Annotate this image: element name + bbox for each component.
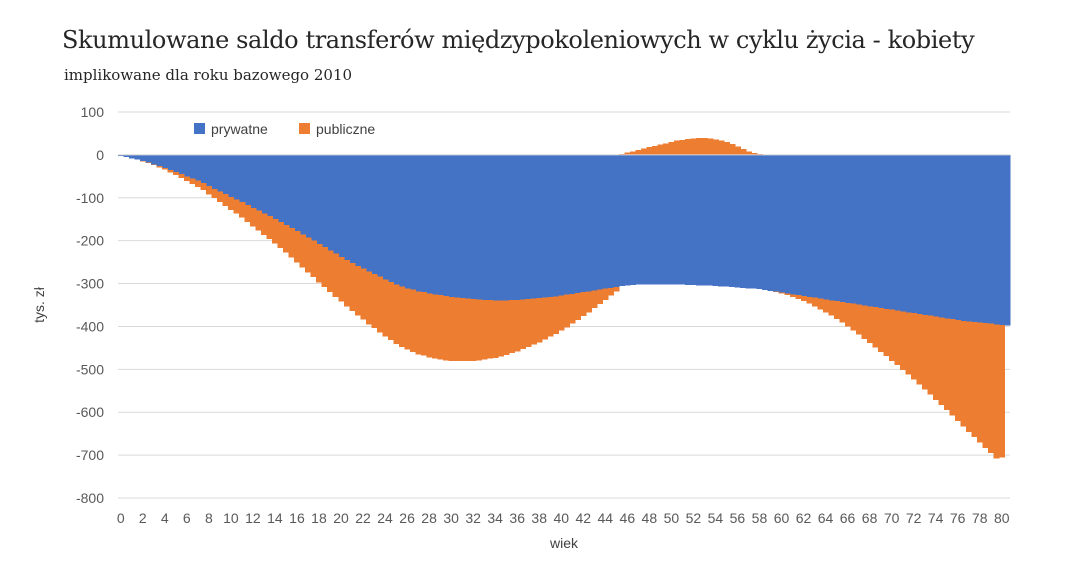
x-tick-label: 32 [465,510,481,526]
x-axis-ticks: 0 2 4 6 8 10 12 14 16 18 20 22 24 26 28 30 32 34 36 38 40 42 4… [117,510,1010,526]
legend-label-prywatne: prywatne [211,121,268,137]
x-tick-label: 30 [443,510,459,526]
x-tick-label: 54 [708,510,724,526]
x-tick-label: 28 [421,510,437,526]
x-tick-label: 0 [117,510,125,526]
x-tick-label: 40 [553,510,569,526]
x-tick-label: 66 [840,510,856,526]
x-tick-label: 50 [664,510,680,526]
x-tick-label: 72 [906,510,922,526]
y-tick-label: -200 [76,233,104,249]
x-tick-label: 2 [139,510,147,526]
x-tick-label: 16 [289,510,305,526]
x-tick-label: 76 [950,510,966,526]
x-tick-label: 52 [686,510,702,526]
x-tick-label: 4 [161,510,169,526]
x-tick-label: 46 [620,510,636,526]
y-tick-label: -400 [76,318,104,334]
y-tick-label: -500 [76,361,104,377]
y-tick-label: -800 [76,490,104,506]
series-area-publiczne [140,138,1006,459]
x-tick-label: 12 [245,510,261,526]
x-tick-label: 62 [796,510,812,526]
y-tick-label: -700 [76,447,104,463]
chart-title: Skumulowane saldo transferów międzypokol… [62,26,975,54]
x-tick-label: 64 [818,510,834,526]
x-tick-label: 6 [183,510,191,526]
x-tick-label: 36 [509,510,525,526]
x-tick-label: 56 [730,510,746,526]
x-tick-label: 60 [774,510,790,526]
x-tick-label: 20 [333,510,349,526]
chart-subtitle: implikowane dla roku bazowego 2010 [64,66,353,84]
x-tick-label: 42 [575,510,591,526]
y-tick-label: 0 [96,147,104,163]
plot-areas [118,138,1011,459]
x-tick-label: 26 [399,510,415,526]
y-axis-ticks: 100 0 -100 -200 -300 -400 -500 -600 -700 -800 [76,104,104,506]
x-tick-label: 8 [205,510,213,526]
y-tick-label: 100 [81,104,105,120]
x-tick-label: 78 [972,510,988,526]
x-tick-label: 74 [928,510,944,526]
x-tick-label: 22 [355,510,371,526]
x-tick-label: 18 [311,510,327,526]
x-tick-label: 48 [642,510,658,526]
y-tick-label: -100 [76,190,104,206]
x-tick-label: 34 [487,510,503,526]
y-tick-label: -600 [76,404,104,420]
legend-label-publiczne: publiczne [316,121,375,137]
x-tick-label: 10 [223,510,239,526]
x-tick-label: 80 [994,510,1010,526]
legend-swatch-publiczne [299,123,310,134]
x-tick-label: 24 [377,510,393,526]
x-tick-label: 14 [267,510,283,526]
y-axis-label: tys. zł [31,286,47,323]
legend: prywatne publiczne [194,121,375,137]
x-tick-label: 38 [531,510,547,526]
y-tick-label: -300 [76,276,104,292]
x-tick-label: 58 [752,510,768,526]
x-tick-label: 70 [884,510,900,526]
legend-swatch-prywatne [194,123,205,134]
x-axis-label: wiek [549,535,579,551]
series-area-prywatne [118,154,1011,326]
x-tick-label: 68 [862,510,878,526]
x-tick-label: 44 [598,510,614,526]
